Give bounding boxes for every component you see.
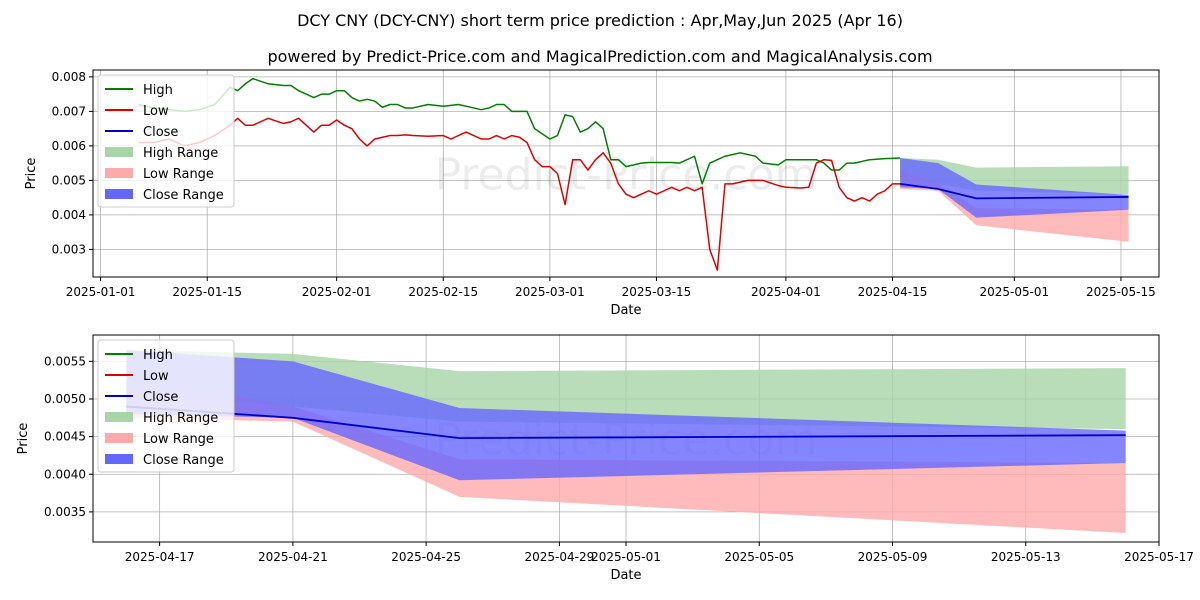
legend-label: Low Range: [143, 432, 214, 447]
legend: High Low Close High Range Low Range Close Ran…: [97, 74, 235, 208]
x-tick-label: 2025-03-01: [515, 285, 585, 299]
legend-swatch: [105, 412, 133, 422]
legend-label: Close: [143, 125, 178, 140]
x-tick-label: 2025-02-15: [408, 285, 478, 299]
legend-label: Close Range: [143, 188, 224, 203]
legend-swatch: [105, 454, 133, 464]
y-axis-label: Price: [16, 423, 31, 455]
main-price-chart: Predict-Price.com 2025-01-01 2025-01-15 202…: [24, 69, 1160, 318]
legend-swatch: [105, 147, 133, 157]
x-axis-label: Date: [610, 568, 641, 583]
legend-swatch: [105, 189, 133, 199]
x-tick-label: 2025-05-05: [724, 550, 794, 564]
x-tick-label: 2025-01-15: [172, 285, 242, 299]
legend-label: High Range: [143, 411, 218, 426]
close-forecast-line: [899, 182, 1129, 200]
low-range-band: [900, 170, 1129, 242]
legend: High Low Close High Range Low Range Close Ran…: [97, 339, 235, 473]
x-tick-label: 2025-04-29: [525, 550, 595, 564]
y-axis-label: Price: [24, 158, 39, 190]
chart-title: DCY CNY (DCY-CNY) short term price predi…: [297, 11, 903, 30]
x-tick-label: 2025-05-15: [1086, 285, 1156, 299]
y-tick-label: 0.0045: [44, 430, 86, 444]
plot-area: [126, 350, 1126, 533]
legend-swatch: [105, 433, 133, 443]
y-tick-label: 0.0055: [44, 354, 86, 368]
y-tick-label: 0.003: [52, 242, 86, 256]
y-tick-label: 0.0035: [44, 505, 86, 519]
x-tick-label: 2025-05-09: [858, 550, 928, 564]
y-tick-label: 0.005: [52, 173, 86, 187]
low-range-band: [126, 376, 1126, 533]
y-tick-label: 0.0040: [44, 467, 86, 481]
y-tick-label: 0.008: [52, 70, 86, 84]
y-tick-label: 0.006: [52, 139, 86, 153]
x-tick-label: 2025-04-17: [125, 550, 195, 564]
close-range-band: [126, 350, 1126, 481]
x-tick-label: 2025-05-17: [1124, 550, 1194, 564]
legend-label: Close: [143, 390, 178, 405]
x-tick-label: 2025-01-01: [66, 285, 136, 299]
x-tick-label: 2025-05-01: [591, 550, 661, 564]
watermark: Predict-Price.com: [435, 150, 818, 201]
low-line: [138, 117, 901, 271]
high-line: [138, 77, 901, 185]
x-axis-label: Date: [610, 303, 641, 318]
x-tick-label: 2025-04-15: [858, 285, 928, 299]
plot-area: [138, 77, 1129, 271]
x-tick-label: 2025-04-21: [258, 550, 328, 564]
legend-swatch: [105, 168, 133, 178]
y-tick-label: 0.004: [52, 208, 86, 222]
x-tick-label: 2025-05-01: [979, 285, 1049, 299]
y-tick-label: 0.007: [52, 104, 86, 118]
legend-label: High: [143, 348, 173, 363]
y-tick-label: 0.0050: [44, 392, 86, 406]
legend-label: High: [143, 83, 173, 98]
legend-label: Close Range: [143, 453, 224, 468]
x-tick-label: 2025-03-15: [622, 285, 692, 299]
legend-label: High Range: [143, 146, 218, 161]
chart-subtitle: powered by Predict-Price.com and Magical…: [267, 47, 932, 66]
legend-label: Low: [143, 104, 169, 119]
close-range-band: [900, 157, 1129, 218]
x-tick-label: 2025-04-01: [751, 285, 821, 299]
x-tick-label: 2025-02-01: [302, 285, 372, 299]
legend-label: Low Range: [143, 167, 214, 182]
legend-label: Low: [143, 369, 169, 384]
x-tick-label: 2025-04-25: [391, 550, 461, 564]
plot-frame: [92, 69, 1160, 278]
x-tick-label: 2025-05-13: [991, 550, 1061, 564]
zoomed-forecast-chart: Predict-Price.com2025-04-172025-04-21202…: [16, 334, 1194, 583]
